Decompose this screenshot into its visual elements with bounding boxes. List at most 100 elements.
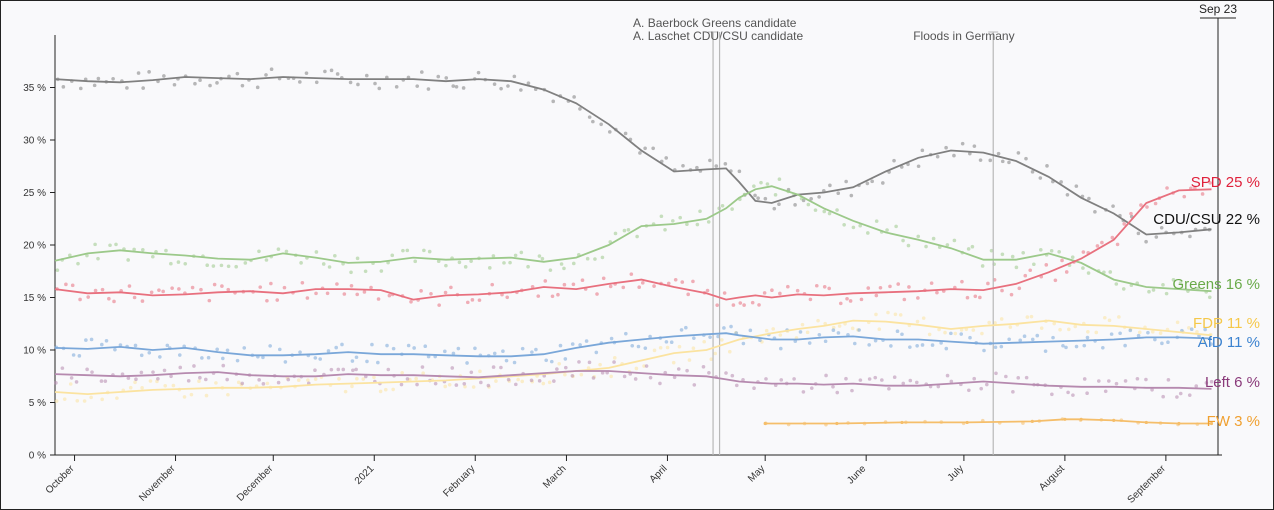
poll-dot-afd xyxy=(570,342,575,346)
poll-dot-greens xyxy=(585,256,590,261)
poll-dot-afd xyxy=(558,343,563,348)
poll-dot-left xyxy=(672,375,677,380)
poll-dot-fdp xyxy=(478,369,482,374)
poll-dot-cdu-csu xyxy=(420,70,424,74)
poll-dot-cdu-csu xyxy=(1024,156,1028,161)
poll-dot-greens xyxy=(752,184,756,188)
poll-dot-afd xyxy=(908,345,912,349)
poll-dot-greens xyxy=(970,244,975,249)
fw-point xyxy=(1177,421,1181,426)
poll-dot-left xyxy=(867,377,872,381)
y-tick-label: 5 % xyxy=(29,398,46,409)
poll-dot-spd xyxy=(640,281,645,285)
poll-dot-afd xyxy=(1030,337,1035,342)
poll-dot-spd xyxy=(325,291,330,296)
poll-dot-left xyxy=(901,381,906,386)
poll-dot-left xyxy=(336,367,341,372)
poll-dot-afd xyxy=(492,351,497,356)
poll-dot-afd xyxy=(277,347,282,352)
poll-dot-greens xyxy=(622,228,627,233)
poll-dot-fdp xyxy=(665,345,670,350)
poll-dot-left xyxy=(1175,395,1179,399)
poll-dot-spd xyxy=(536,294,541,298)
poll-dot-cdu-csu xyxy=(681,163,685,168)
poll-dot-cdu-csu xyxy=(828,183,832,188)
poll-dot-cdu-csu xyxy=(476,70,481,75)
poll-dot-fdp xyxy=(128,385,133,390)
poll-dot-afd xyxy=(283,360,288,364)
poll-dot-cdu-csu xyxy=(364,73,369,78)
poll-dot-afd xyxy=(664,340,669,344)
poll-dot-greens xyxy=(284,249,289,254)
poll-dot-spd xyxy=(190,285,195,290)
poll-dot-spd xyxy=(786,284,790,289)
current-date-label: Sep 23 xyxy=(1199,2,1237,16)
x-tick-label: June xyxy=(845,463,868,486)
poll-dot-spd xyxy=(265,299,269,303)
poll-dot-left xyxy=(405,377,410,381)
poll-dot-cdu-csu xyxy=(298,80,302,84)
poll-dot-cdu-csu xyxy=(1065,192,1070,197)
poll-dot-spd xyxy=(127,284,132,288)
poll-dot-fdp xyxy=(1039,326,1044,330)
poll-dot-greens xyxy=(1171,277,1176,282)
poll-dot-left xyxy=(979,386,984,391)
poll-dot-greens xyxy=(491,254,496,258)
poll-dot-greens xyxy=(827,211,832,216)
poll-dot-greens xyxy=(321,262,326,266)
poll-dot-fdp xyxy=(687,358,692,362)
poll-dot-fdp xyxy=(313,377,318,381)
poll-dot-spd xyxy=(750,300,755,305)
poll-dot-greens xyxy=(1021,250,1025,255)
poll-dot-left xyxy=(221,363,226,368)
poll-dot-left xyxy=(1066,390,1070,395)
fw-point xyxy=(965,420,969,425)
y-tick-label: 35 % xyxy=(23,83,46,94)
x-tick-label: July xyxy=(946,463,966,483)
poll-dot-spd xyxy=(349,283,354,288)
poll-dot-greens xyxy=(695,222,700,227)
poll-dot-greens xyxy=(519,250,524,255)
poll-dot-left xyxy=(1123,379,1128,383)
poll-dot-fdp xyxy=(140,386,144,390)
poll-dot-greens xyxy=(822,209,827,214)
poll-dot-left xyxy=(600,371,605,375)
poll-dot-fdp xyxy=(1117,315,1121,319)
poll-dot-left xyxy=(1103,389,1108,394)
poll-dot-spd xyxy=(1060,258,1064,263)
poll-dot-cdu-csu xyxy=(777,202,781,206)
poll-dot-greens xyxy=(858,223,862,228)
poll-dot-afd xyxy=(504,358,509,363)
series-end-label-spd: SPD 25 % xyxy=(1191,174,1260,191)
poll-dot-left xyxy=(1011,390,1015,394)
poll-dot-greens xyxy=(1121,287,1126,291)
poll-dot-fdp xyxy=(691,346,696,351)
poll-dot-afd xyxy=(370,342,374,347)
poll-dot-left xyxy=(341,367,346,372)
poll-dot-fdp xyxy=(171,383,176,388)
poll-dot-spd xyxy=(907,285,911,289)
poll-dot-fdp xyxy=(400,370,404,375)
poll-dot-cdu-csu xyxy=(881,181,885,185)
poll-dot-left xyxy=(240,381,245,386)
poll-dot-left xyxy=(555,367,559,371)
poll-dot-afd xyxy=(1022,334,1027,339)
poll-dot-fdp xyxy=(943,330,947,335)
poll-dot-spd xyxy=(621,285,626,290)
poll-dot-left xyxy=(169,374,173,379)
series-end-label-cdu-csu: CDU/CSU 22 % xyxy=(1153,211,1260,228)
poll-dot-afd xyxy=(133,343,138,348)
poll-dot-spd xyxy=(1122,222,1127,226)
poll-dot-spd xyxy=(874,293,879,298)
poll-dot-afd xyxy=(1061,343,1065,348)
poll-dot-left xyxy=(563,365,568,370)
poll-dot-greens xyxy=(720,203,725,208)
poll-dot-left xyxy=(462,382,467,386)
poll-dot-cdu-csu xyxy=(162,74,166,78)
poll-dot-cdu-csu xyxy=(763,196,768,201)
poll-dot-spd xyxy=(212,282,217,287)
poll-dot-greens xyxy=(68,253,72,258)
poll-dot-afd xyxy=(1035,333,1040,338)
poll-dot-fdp xyxy=(372,375,376,380)
poll-dot-left xyxy=(1135,376,1140,381)
